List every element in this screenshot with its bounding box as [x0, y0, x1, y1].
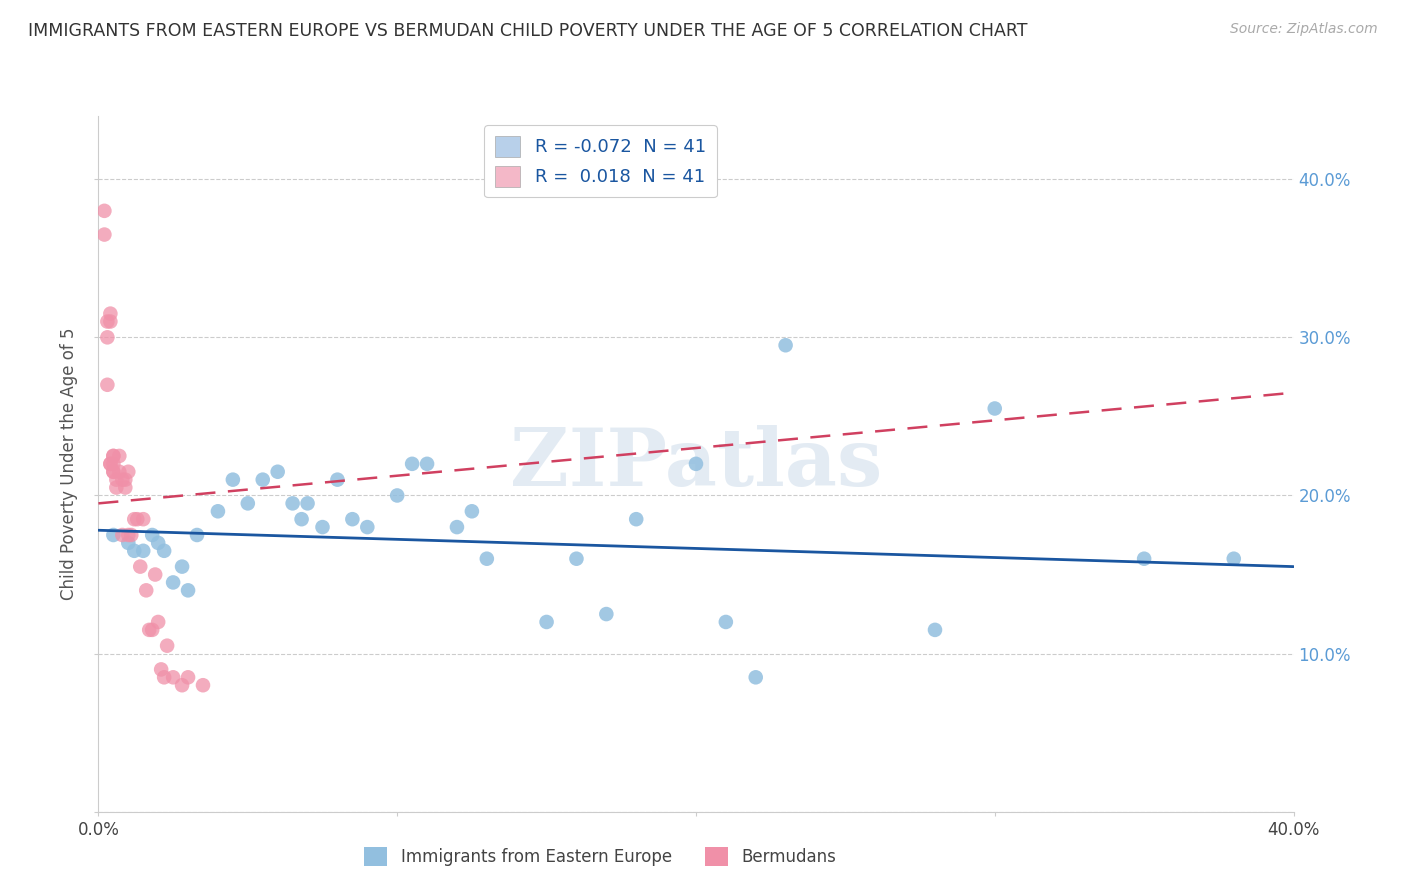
Point: [100, 457, 122, 471]
Point: [100, 314, 122, 328]
Point: [162, 670, 184, 684]
Point: [745, 670, 768, 684]
Point: [105, 481, 128, 495]
Point: [685, 457, 707, 471]
Point: [153, 670, 176, 684]
Point: [117, 465, 139, 479]
Point: [416, 457, 439, 471]
Legend: Immigrants from Eastern Europe, Bermudans: Immigrants from Eastern Europe, Bermudan…: [357, 840, 844, 873]
Point: [105, 473, 128, 487]
Point: [96, 330, 118, 344]
Point: [177, 583, 200, 598]
Point: [148, 536, 170, 550]
Text: Source: ZipAtlas.com: Source: ZipAtlas.com: [1230, 22, 1378, 37]
Point: [148, 615, 170, 629]
Y-axis label: Child Poverty Under the Age of 5: Child Poverty Under the Age of 5: [60, 327, 79, 600]
Text: ZIPatlas: ZIPatlas: [510, 425, 882, 503]
Point: [103, 449, 125, 463]
Point: [111, 528, 134, 542]
Point: [114, 481, 136, 495]
Point: [127, 512, 149, 526]
Point: [401, 457, 423, 471]
Point: [595, 607, 617, 621]
Point: [536, 615, 558, 629]
Point: [96, 377, 118, 392]
Point: [156, 639, 179, 653]
Point: [111, 473, 134, 487]
Point: [103, 449, 125, 463]
Text: IMMIGRANTS FROM EASTERN EUROPE VS BERMUDAN CHILD POVERTY UNDER THE AGE OF 5 CORR: IMMIGRANTS FROM EASTERN EUROPE VS BERMUD…: [28, 22, 1028, 40]
Point: [108, 449, 131, 463]
Point: [297, 496, 319, 510]
Point: [108, 465, 131, 479]
Point: [236, 496, 259, 510]
Point: [714, 615, 737, 629]
Point: [207, 504, 229, 518]
Point: [143, 567, 166, 582]
Point: [446, 520, 468, 534]
Point: [326, 473, 349, 487]
Point: [100, 307, 122, 321]
Point: [141, 623, 163, 637]
Point: [153, 543, 176, 558]
Point: [114, 473, 136, 487]
Point: [191, 678, 214, 692]
Point: [117, 528, 139, 542]
Point: [984, 401, 1007, 416]
Point: [385, 488, 409, 502]
Point: [252, 473, 274, 487]
Point: [100, 457, 122, 471]
Point: [138, 623, 160, 637]
Point: [120, 528, 142, 542]
Point: [311, 520, 333, 534]
Point: [356, 520, 378, 534]
Point: [475, 551, 498, 566]
Point: [186, 528, 208, 542]
Point: [141, 528, 163, 542]
Point: [177, 670, 200, 684]
Point: [1133, 551, 1156, 566]
Point: [281, 496, 304, 510]
Point: [172, 559, 194, 574]
Point: [103, 465, 125, 479]
Point: [93, 203, 115, 218]
Point: [1223, 551, 1246, 566]
Point: [135, 583, 157, 598]
Point: [93, 227, 115, 242]
Point: [626, 512, 648, 526]
Point: [172, 678, 194, 692]
Point: [132, 512, 155, 526]
Point: [103, 465, 125, 479]
Point: [124, 512, 146, 526]
Point: [150, 662, 173, 676]
Point: [775, 338, 797, 352]
Point: [924, 623, 946, 637]
Point: [124, 543, 146, 558]
Point: [162, 575, 184, 590]
Point: [461, 504, 484, 518]
Point: [103, 457, 125, 471]
Point: [132, 543, 155, 558]
Point: [267, 465, 290, 479]
Point: [103, 528, 125, 542]
Point: [342, 512, 364, 526]
Point: [129, 559, 152, 574]
Point: [96, 314, 118, 328]
Point: [117, 536, 139, 550]
Point: [565, 551, 588, 566]
Point: [291, 512, 314, 526]
Point: [222, 473, 245, 487]
